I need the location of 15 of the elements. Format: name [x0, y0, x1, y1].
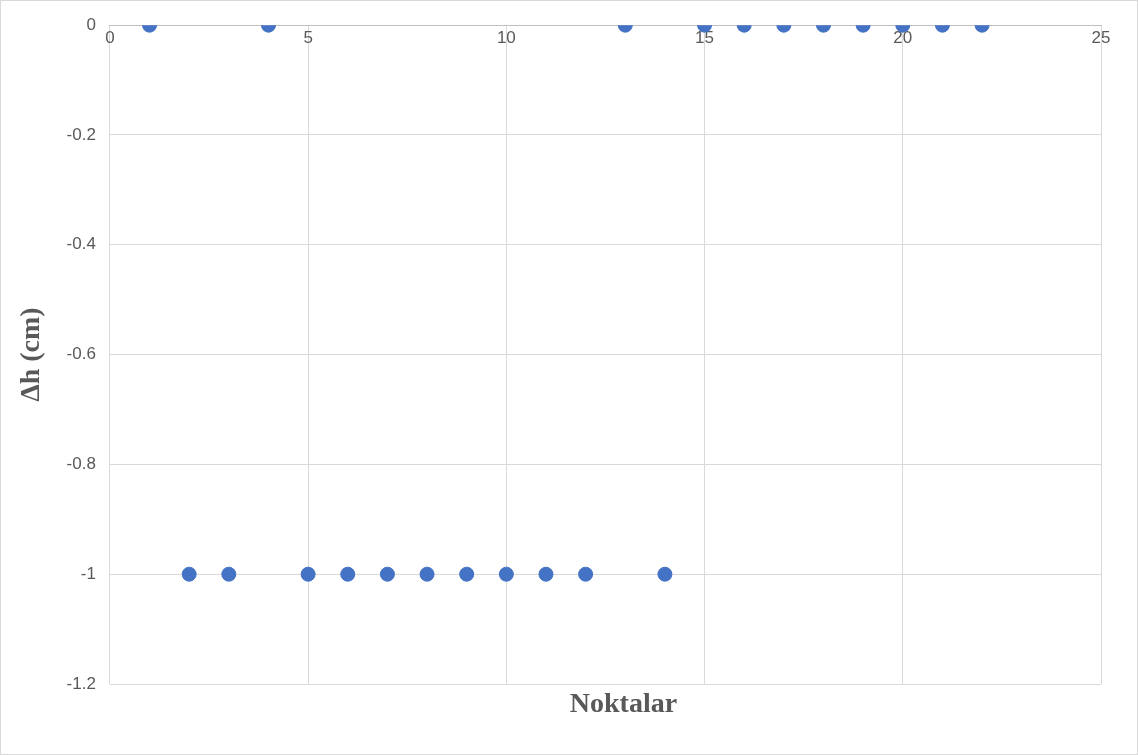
x-tick-label: 15	[695, 28, 715, 48]
x-tick-label: 25	[1091, 28, 1111, 48]
y-tick-label: -0.8	[66, 454, 96, 474]
x-tick-label: 10	[496, 28, 516, 48]
y-tick-label: -0.2	[66, 124, 96, 144]
x-tick-label: 0	[105, 28, 115, 48]
x-tick-label: 5	[303, 28, 313, 48]
y-axis-title: Δh (cm)	[14, 307, 46, 402]
x-axis-title: Noktalar	[568, 687, 679, 719]
x-tick-label: 20	[893, 28, 913, 48]
y-tick-label: -1	[80, 563, 96, 583]
y-tick-label: -0.4	[66, 234, 96, 254]
y-tick-label: -0.6	[66, 344, 96, 364]
y-tick-label: -1.2	[66, 673, 96, 693]
y-tick-label: 0	[86, 14, 96, 34]
